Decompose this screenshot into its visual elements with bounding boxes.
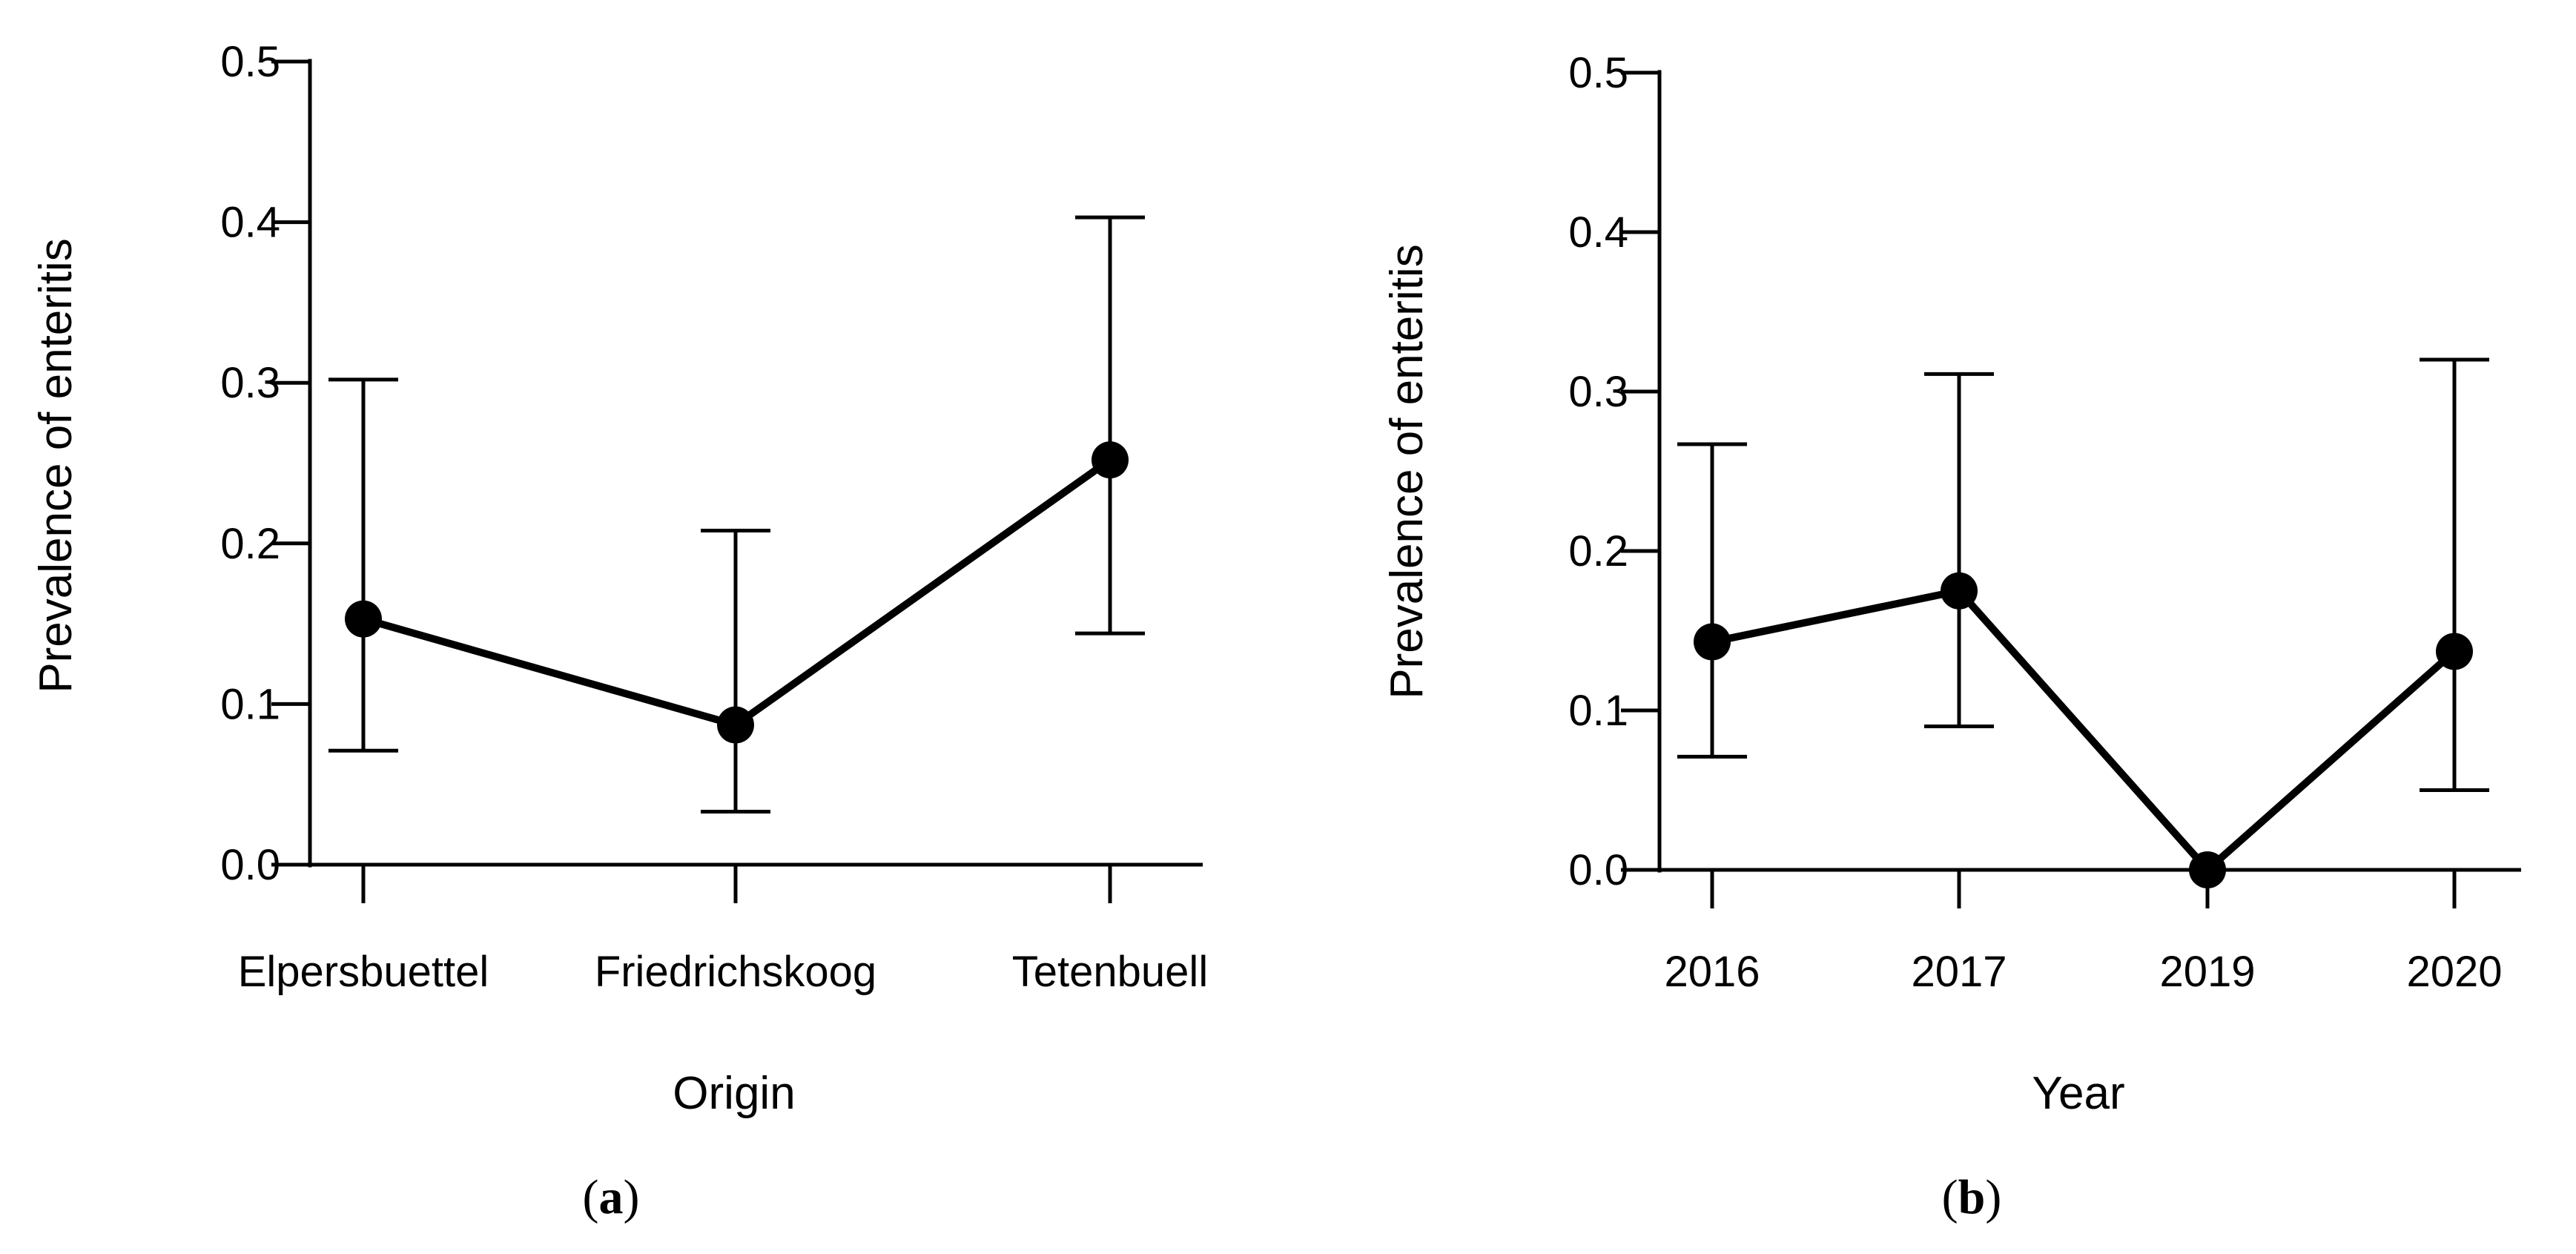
- panel-label-letter: a: [599, 1170, 624, 1224]
- y-tick-label: 0.4: [1568, 208, 1628, 257]
- y-tick-label: 0.0: [1568, 846, 1628, 894]
- x-axis-title: Year: [2032, 1068, 2124, 1119]
- y-tick-label: 0.4: [220, 199, 280, 247]
- panel-label-close-paren: ): [1985, 1170, 2001, 1224]
- y-tick-label: 0.5: [220, 38, 280, 86]
- y-tick-label: 0.3: [1568, 368, 1628, 416]
- series-line: [1711, 587, 2457, 874]
- data-point: [345, 600, 382, 638]
- x-tick-label: 2016: [1664, 948, 1760, 996]
- panel-label-close-paren: ): [624, 1170, 640, 1224]
- x-tick-label: Tetenbuell: [1012, 948, 1208, 996]
- x-axis-title: Origin: [673, 1068, 795, 1119]
- y-axis-title: Prevalence of enteritis: [1381, 244, 1433, 699]
- panel-label: (a): [583, 1170, 640, 1224]
- data-point: [717, 706, 754, 744]
- x-tick-label: Friedrichskoog: [595, 948, 876, 996]
- y-tick-label: 0.5: [1568, 49, 1628, 97]
- x-tick-label: Elpersbuettel: [238, 948, 489, 996]
- y-tick-label: 0.2: [220, 520, 280, 568]
- data-point: [1694, 623, 1731, 661]
- y-tick-label: 0.3: [220, 359, 280, 407]
- x-tick-label: 2019: [2159, 948, 2255, 996]
- error-bar: [1924, 372, 1994, 728]
- panel-a-chart: 0.0 0.1 0.2 0.3 0.4 0.5 Elpersbuettel Friedrich…: [30, 38, 1208, 1224]
- panel-label-open-paren: (: [583, 1170, 599, 1224]
- error-bar: [701, 528, 770, 814]
- y-tick-label: 0.2: [1568, 527, 1628, 575]
- data-point: [2436, 633, 2473, 670]
- x-tick-label: 2020: [2406, 948, 2502, 996]
- data-point: [2189, 851, 2226, 888]
- y-tick-label: 0.1: [220, 680, 280, 728]
- panel-b-chart: 0.0 0.1 0.2 0.3 0.4 0.5 2016 2017 2019 2020 Year Pr…: [1381, 49, 2521, 1224]
- y-tick-label: 0.1: [1568, 687, 1628, 735]
- y-axis-title: Prevalence of enteritis: [30, 238, 82, 693]
- panel-label: (b): [1942, 1170, 2002, 1224]
- error-bar: [2420, 357, 2489, 792]
- error-bar: [1677, 442, 1747, 759]
- y-tick-label: 0.0: [220, 841, 280, 889]
- data-point: [1941, 572, 1978, 610]
- panel-label-open-paren: (: [1942, 1170, 1958, 1224]
- error-bar: [1075, 215, 1145, 636]
- data-point: [1092, 441, 1129, 479]
- error-bar: [328, 377, 398, 753]
- x-tick-label: 2017: [1911, 948, 2007, 996]
- panel-label-letter: b: [1958, 1170, 1986, 1224]
